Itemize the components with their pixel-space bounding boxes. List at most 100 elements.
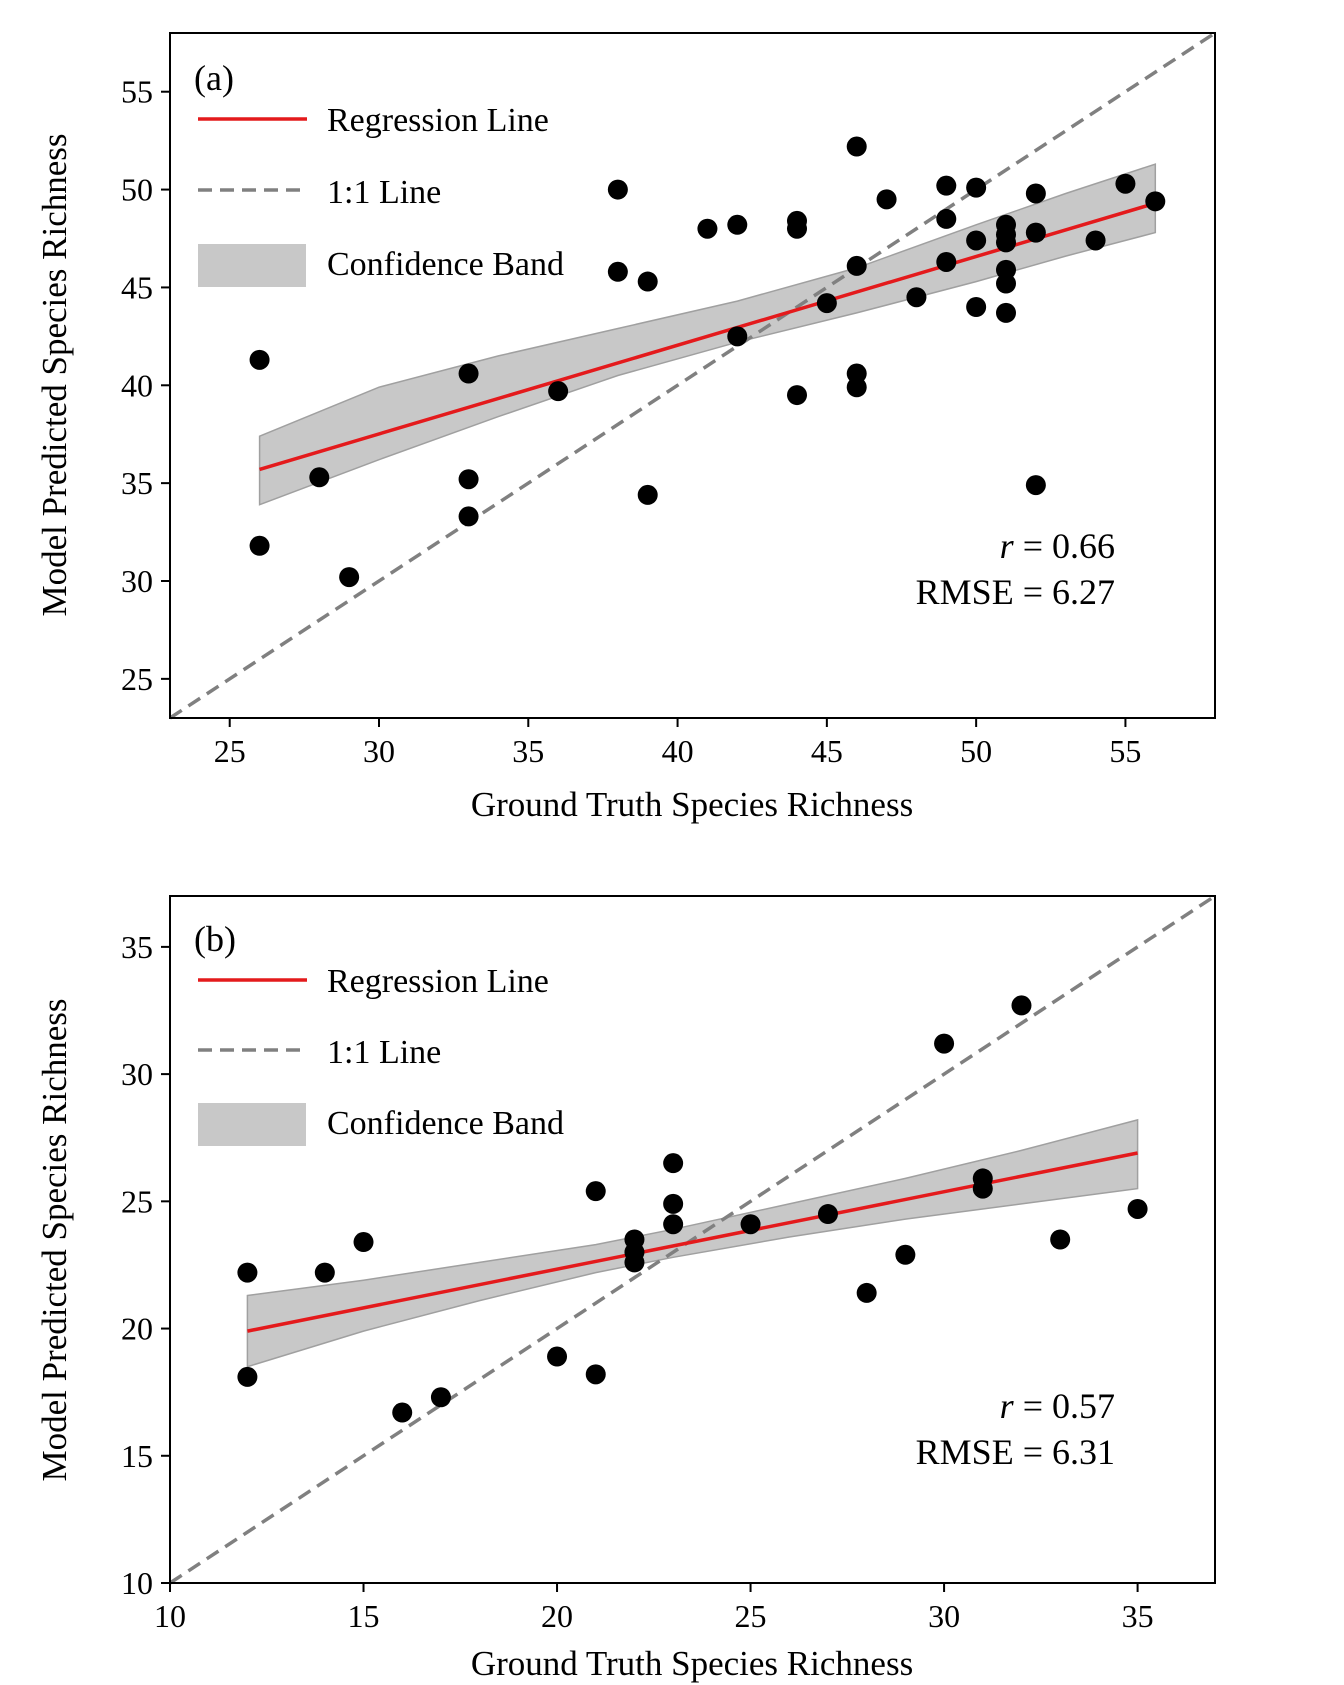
data-point <box>249 349 270 370</box>
plot-frame <box>169 895 1216 1584</box>
data-point <box>895 1244 916 1265</box>
data-point <box>697 218 718 239</box>
stat-r-symbol: r <box>1000 1386 1015 1426</box>
x-tick-label: 15 <box>348 1598 380 1634</box>
legend-one-to-one-label: 1:1 Line <box>327 174 441 211</box>
data-point <box>663 1153 684 1174</box>
data-point <box>816 293 837 314</box>
data-point <box>846 255 867 276</box>
legend-band-swatch <box>198 244 306 287</box>
data-point <box>996 232 1016 253</box>
panel-label: (a) <box>194 58 234 98</box>
data-point <box>972 1178 993 1199</box>
legend-regression-label: Regression Line <box>327 102 549 139</box>
data-point <box>817 1204 838 1225</box>
data-point <box>936 208 957 229</box>
data-point <box>663 1214 684 1235</box>
chart-panel-b: 10 15 20 25 30 35 10 15 20 25 30 35 (b) Regression… <box>35 894 1216 1683</box>
x-axis-label: Ground Truth Species Richness <box>471 785 913 824</box>
x-tick-label: 30 <box>928 1598 960 1634</box>
y-tick-label: 50 <box>121 172 153 208</box>
data-point <box>996 259 1016 280</box>
one-to-one-line <box>169 31 1216 720</box>
data-point <box>585 1364 606 1385</box>
data-point <box>906 287 927 308</box>
regression-line <box>259 201 1156 472</box>
data-point <box>249 535 270 556</box>
stat-r-symbol: r <box>1000 526 1015 566</box>
data-point <box>934 1033 955 1054</box>
one-to-one-line <box>169 894 1216 1585</box>
y-tick-label: 30 <box>121 563 153 599</box>
data-point <box>585 1181 606 1202</box>
data-point <box>458 363 479 384</box>
stat-r-value: = 0.57 <box>1014 1386 1115 1426</box>
y-tick-label: 10 <box>121 1565 153 1601</box>
stat-r: r = 0.57 <box>1000 1386 1115 1426</box>
data-point <box>624 1252 645 1273</box>
data-point <box>1011 995 1032 1016</box>
x-tick-label: 25 <box>214 733 246 769</box>
data-point <box>936 175 957 196</box>
data-point <box>458 506 479 527</box>
legend-one-to-one-label: 1:1 Line <box>327 1034 441 1071</box>
y-tick-label: 35 <box>121 929 153 965</box>
data-point <box>430 1387 451 1408</box>
legend-regression-label: Regression Line <box>327 963 549 1000</box>
x-tick-label: 30 <box>363 733 395 769</box>
data-point <box>237 1262 258 1283</box>
x-tick-label: 35 <box>1122 1598 1154 1634</box>
data-point <box>1025 475 1046 496</box>
y-tick-label: 35 <box>121 465 153 501</box>
data-point <box>607 261 628 282</box>
stat-r: r = 0.66 <box>1000 526 1115 566</box>
data-point <box>637 484 658 505</box>
data-point <box>846 363 867 384</box>
data-point <box>353 1232 374 1253</box>
x-tick-label: 45 <box>811 733 843 769</box>
x-tick-label: 20 <box>541 1598 573 1634</box>
legend-band-swatch <box>198 1103 306 1146</box>
data-point <box>966 297 987 317</box>
y-axis-label: Model Predicted Species Richness <box>35 133 74 616</box>
data-point <box>237 1366 258 1387</box>
x-tick-label: 25 <box>735 1598 767 1634</box>
y-tick-label: 25 <box>121 661 153 697</box>
y-tick-label: 15 <box>121 1438 153 1474</box>
data-point <box>637 271 658 292</box>
data-point <box>1115 173 1136 194</box>
x-tick-label: 10 <box>154 1598 186 1634</box>
data-point <box>309 467 330 488</box>
data-point <box>846 377 867 398</box>
stat-rmse: RMSE = 6.27 <box>916 572 1115 612</box>
data-point <box>548 381 569 402</box>
regression-line <box>247 1151 1138 1333</box>
data-point <box>856 1282 877 1303</box>
y-tick-label: 20 <box>121 1311 153 1347</box>
stat-r-value: = 0.66 <box>1014 526 1115 566</box>
x-tick-label: 40 <box>662 733 694 769</box>
data-point <box>1127 1198 1148 1219</box>
y-tick-label: 45 <box>121 269 153 305</box>
data-point <box>314 1262 335 1283</box>
data-point <box>1050 1229 1071 1250</box>
data-point <box>727 326 748 347</box>
panel-label: (b) <box>194 919 236 959</box>
x-tick-label: 35 <box>512 733 544 769</box>
data-point <box>547 1346 568 1367</box>
data-point <box>966 230 987 251</box>
data-point <box>607 179 628 200</box>
y-axis-label: Model Predicted Species Richness <box>35 998 74 1481</box>
data-point <box>936 251 957 272</box>
data-point <box>663 1193 684 1214</box>
data-point <box>996 273 1016 294</box>
data-point <box>458 469 479 490</box>
chart-panel-a: 25 30 35 40 45 50 55 25 30 35 40 45 50 55 (a) Regres… <box>35 31 1216 824</box>
legend-band-label: Confidence Band <box>327 246 564 283</box>
x-tick-label: 55 <box>1109 733 1141 769</box>
legend-band-label: Confidence Band <box>327 1105 564 1142</box>
data-point <box>1025 183 1046 204</box>
data-point <box>727 214 748 235</box>
data-point <box>392 1402 413 1423</box>
